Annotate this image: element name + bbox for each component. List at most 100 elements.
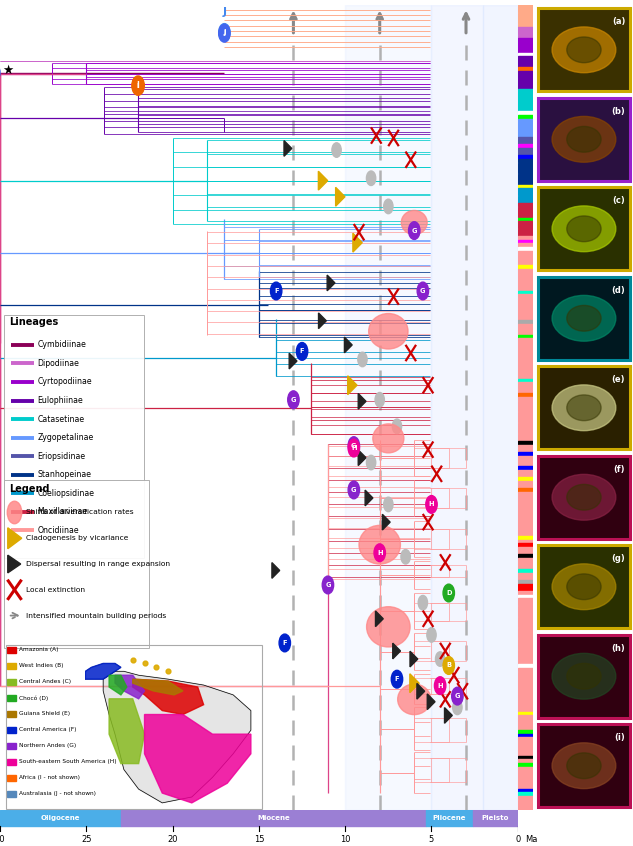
Text: Cladogenesis by vicariance: Cladogenesis by vicariance <box>26 536 128 541</box>
Circle shape <box>417 282 429 299</box>
Bar <box>518 430 533 433</box>
Bar <box>518 184 533 188</box>
Bar <box>7 759 16 765</box>
Ellipse shape <box>552 653 616 699</box>
Text: Cymbidiinae: Cymbidiinae <box>37 340 86 349</box>
Bar <box>518 639 533 642</box>
Bar <box>518 386 533 389</box>
Text: Coeliopsidinae: Coeliopsidinae <box>37 489 94 497</box>
Text: Shifts of diversification rates: Shifts of diversification rates <box>26 509 134 515</box>
Bar <box>518 228 533 232</box>
Bar <box>518 335 533 338</box>
Text: (g): (g) <box>611 554 625 563</box>
Text: G: G <box>411 228 417 233</box>
Text: Guiana Shield (E): Guiana Shield (E) <box>19 711 70 717</box>
Bar <box>518 496 533 499</box>
Bar <box>518 613 533 617</box>
Bar <box>518 324 533 327</box>
Polygon shape <box>353 233 362 252</box>
Ellipse shape <box>552 206 616 252</box>
Text: 20: 20 <box>167 835 178 844</box>
Text: D: D <box>446 590 451 596</box>
Bar <box>518 749 533 752</box>
Bar <box>518 13 533 16</box>
Bar <box>345 5 518 810</box>
Circle shape <box>427 628 436 642</box>
Bar <box>518 804 533 807</box>
Ellipse shape <box>401 211 427 234</box>
Polygon shape <box>133 679 204 715</box>
Bar <box>538 456 630 539</box>
Text: (b): (b) <box>611 107 625 116</box>
Bar <box>518 93 533 96</box>
Text: Amazonia (A): Amazonia (A) <box>19 647 58 652</box>
Text: B: B <box>446 662 451 668</box>
Polygon shape <box>344 337 352 353</box>
Polygon shape <box>318 171 328 190</box>
Bar <box>518 459 533 463</box>
Text: Local extinction: Local extinction <box>26 587 85 593</box>
Text: Zygopetalinae: Zygopetalinae <box>37 433 94 442</box>
Point <box>139 656 149 670</box>
Circle shape <box>348 439 360 457</box>
Ellipse shape <box>552 385 616 431</box>
Bar <box>518 195 533 199</box>
Bar <box>518 302 533 305</box>
Bar <box>518 200 533 203</box>
Bar <box>518 631 533 634</box>
Bar <box>518 357 533 360</box>
Text: Cyrtopodiinae: Cyrtopodiinae <box>37 377 92 387</box>
Bar <box>518 346 533 349</box>
Polygon shape <box>410 651 418 667</box>
Polygon shape <box>85 663 121 679</box>
Text: Catasetinae: Catasetinae <box>37 415 84 424</box>
Bar <box>518 82 533 85</box>
Bar <box>518 247 533 250</box>
Bar <box>518 353 533 356</box>
Circle shape <box>426 496 437 514</box>
Text: H: H <box>377 550 382 556</box>
Ellipse shape <box>567 395 601 420</box>
Circle shape <box>375 393 384 407</box>
Circle shape <box>392 419 401 433</box>
FancyBboxPatch shape <box>4 481 149 648</box>
Bar <box>7 646 16 653</box>
Ellipse shape <box>567 216 601 242</box>
Text: 30: 30 <box>0 835 5 844</box>
Bar <box>518 463 533 466</box>
Text: Oncidiinae: Oncidiinae <box>37 525 79 535</box>
Bar <box>518 433 533 437</box>
Bar <box>7 662 16 669</box>
Bar <box>518 112 533 115</box>
Polygon shape <box>392 643 401 659</box>
Circle shape <box>270 282 282 299</box>
Bar <box>518 167 533 170</box>
Ellipse shape <box>567 305 601 331</box>
Bar <box>518 774 533 777</box>
Text: 5: 5 <box>429 835 434 844</box>
Bar <box>518 360 533 364</box>
Bar <box>538 366 630 449</box>
Polygon shape <box>375 611 383 627</box>
Polygon shape <box>8 528 22 549</box>
Bar <box>518 733 533 737</box>
Polygon shape <box>103 672 251 803</box>
Circle shape <box>132 76 144 96</box>
Bar <box>518 401 533 404</box>
Text: West Indies (B): West Indies (B) <box>19 663 63 668</box>
Bar <box>518 162 533 166</box>
Bar <box>518 30 533 35</box>
Bar <box>518 178 533 181</box>
Text: Pleisto: Pleisto <box>482 816 509 821</box>
Bar <box>518 653 533 656</box>
Bar <box>518 203 533 206</box>
Bar <box>518 730 533 733</box>
Circle shape <box>348 481 360 499</box>
Bar <box>518 379 533 382</box>
Polygon shape <box>109 699 144 764</box>
Text: Dispersal resulting in range expansion: Dispersal resulting in range expansion <box>26 561 170 567</box>
Bar <box>518 580 533 584</box>
Bar <box>538 724 630 807</box>
Circle shape <box>288 391 299 409</box>
Text: Pliocene: Pliocene <box>433 816 467 821</box>
